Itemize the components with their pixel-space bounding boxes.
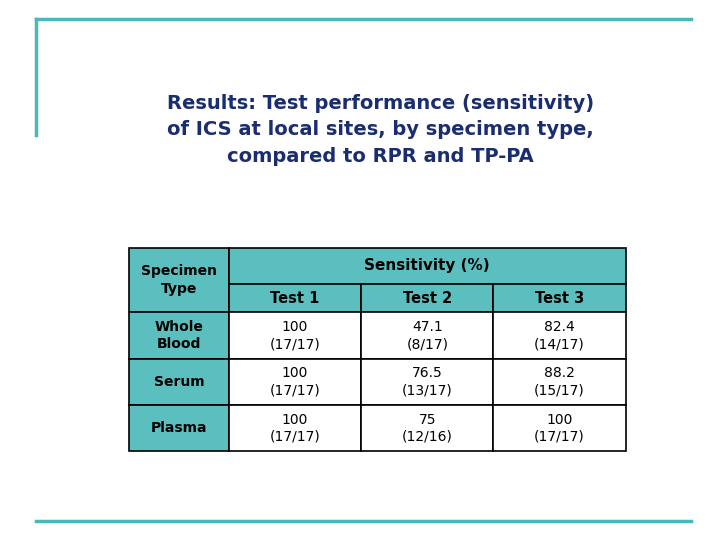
Text: 100
(17/17): 100 (17/17) [270, 366, 320, 397]
Text: Test 1: Test 1 [270, 291, 320, 306]
Text: 100
(17/17): 100 (17/17) [270, 413, 320, 444]
Bar [129, 359, 229, 405]
Text: 76.5
(13/17): 76.5 (13/17) [402, 366, 453, 397]
Text: Plasma: Plasma [150, 421, 207, 435]
Text: Results: Test performance (sensitivity)
of ICS at local sites, by specimen type,: Results: Test performance (sensitivity) … [166, 94, 594, 166]
Bar [229, 359, 361, 405]
Text: 100
(17/17): 100 (17/17) [270, 320, 320, 351]
Text: 100
(17/17): 100 (17/17) [534, 413, 585, 444]
Text: Serum: Serum [153, 375, 204, 389]
Bar [493, 312, 626, 359]
Text: Test 3: Test 3 [535, 291, 584, 306]
Bar [229, 248, 626, 284]
Bar [129, 312, 229, 359]
Bar [493, 359, 626, 405]
Bar [493, 405, 626, 451]
Text: Specimen
Type: Specimen Type [141, 265, 217, 296]
Bar [129, 248, 229, 312]
Bar [229, 284, 361, 312]
Text: 75
(12/16): 75 (12/16) [402, 413, 453, 444]
Text: Whole
Blood: Whole Blood [155, 320, 204, 351]
Bar [361, 359, 493, 405]
Bar [361, 405, 493, 451]
Bar [361, 312, 493, 359]
Text: 88.2
(15/17): 88.2 (15/17) [534, 366, 585, 397]
Text: 47.1
(8/17): 47.1 (8/17) [406, 320, 449, 351]
Text: 82.4
(14/17): 82.4 (14/17) [534, 320, 585, 351]
Bar [129, 405, 229, 451]
Text: Test 2: Test 2 [402, 291, 452, 306]
Bar [361, 284, 493, 312]
Bar [229, 405, 361, 451]
Text: Sensitivity (%): Sensitivity (%) [364, 259, 490, 273]
Bar [229, 312, 361, 359]
Bar [493, 284, 626, 312]
